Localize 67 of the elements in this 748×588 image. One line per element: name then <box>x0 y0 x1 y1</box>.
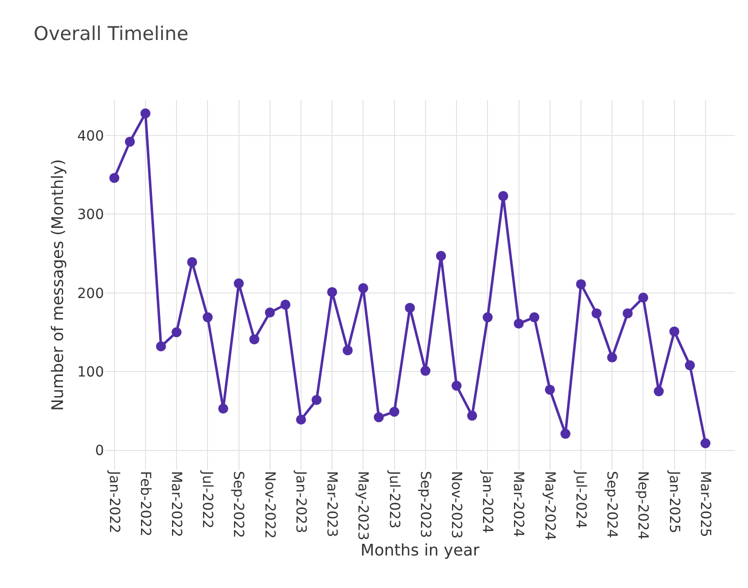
x-tick-label: Nov-2022 <box>261 471 278 539</box>
point <box>140 108 150 118</box>
x-tick-label: Mar-2022 <box>168 471 184 538</box>
chart-title: Overall Timeline <box>34 22 188 45</box>
y-tick-label: 200 <box>77 286 104 302</box>
x-axis-title: Months in year <box>360 540 480 560</box>
point <box>560 428 570 439</box>
y-tick-label: 100 <box>77 364 104 380</box>
x-tick-label: Mar-2025 <box>696 471 713 538</box>
x-tick-label: Nep-2024 <box>634 471 651 540</box>
point <box>607 352 618 362</box>
point <box>700 438 710 448</box>
x-tick-label: May-2024 <box>541 471 558 540</box>
point <box>452 380 462 391</box>
point <box>467 410 478 421</box>
point <box>327 287 338 298</box>
point <box>342 345 353 356</box>
point <box>544 384 555 395</box>
point <box>218 404 228 414</box>
x-tick-label: Jan-2023 <box>292 470 308 534</box>
point <box>312 394 322 405</box>
point <box>514 318 524 329</box>
point <box>436 250 446 261</box>
point <box>202 312 213 322</box>
point <box>172 327 182 338</box>
point <box>684 360 695 370</box>
point <box>187 257 198 268</box>
point <box>669 326 680 336</box>
point <box>592 308 602 318</box>
point <box>124 136 135 147</box>
point <box>358 283 368 294</box>
point <box>529 312 540 322</box>
point <box>249 334 260 344</box>
x-tick-label: Jul-2022 <box>199 470 216 529</box>
y-axis-title: Number of messages (Monthly) <box>48 159 67 411</box>
point <box>156 341 166 352</box>
x-tick-label: Mar-2024 <box>510 471 526 538</box>
x-tick-label: Jan-2024 <box>479 470 496 534</box>
x-tick-label: Sep-2024 <box>604 471 620 538</box>
x-tick-label: Jan-2025 <box>666 470 682 534</box>
point <box>498 191 508 202</box>
point <box>109 172 120 183</box>
point <box>280 300 290 310</box>
point <box>576 279 586 290</box>
point <box>654 386 664 396</box>
x-tick-label: Feb-2022 <box>136 471 153 536</box>
x-tick-label: Mar-2023 <box>324 471 340 538</box>
point <box>482 312 493 322</box>
point <box>404 302 415 313</box>
point <box>374 412 384 422</box>
y-tick-label: 0 <box>95 443 104 460</box>
point <box>264 308 275 318</box>
point <box>296 414 306 425</box>
x-tick-label: Jul-2023 <box>386 470 402 529</box>
point <box>420 366 430 376</box>
point <box>622 308 633 318</box>
y-tick-label: 400 <box>77 128 104 144</box>
x-tick-label: Jan-2022 <box>106 470 122 534</box>
point <box>234 278 244 288</box>
point <box>389 406 400 417</box>
x-tick-label: Nov-2023 <box>448 471 464 539</box>
x-tick-label: Sep-2022 <box>230 471 246 538</box>
x-tick-label: Sep-2023 <box>416 471 433 538</box>
x-tick-label: May-2023 <box>354 471 371 540</box>
y-tick-label: 300 <box>77 207 104 224</box>
point <box>638 292 648 303</box>
x-tick-label: Jul-2024 <box>572 470 588 529</box>
